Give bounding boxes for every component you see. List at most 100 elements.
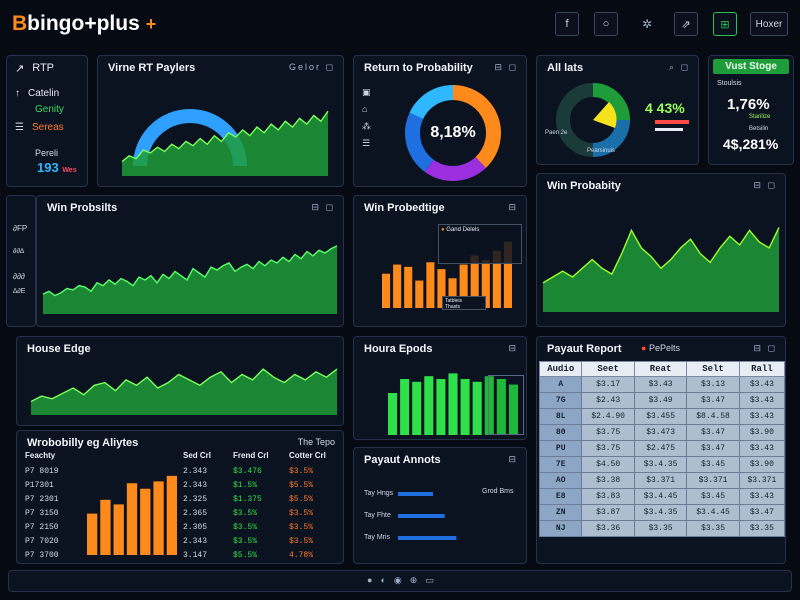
panel-actions[interactable]: Gelor ◻	[289, 62, 335, 72]
column-header[interactable]: Selt	[686, 361, 740, 377]
facebook-icon: f	[565, 18, 569, 30]
table-cell: $3.371	[633, 472, 688, 489]
hoxer-label: Hoxer	[755, 18, 783, 30]
table-row[interactable]: AO $3.38 $3.371 $3.371 $3.371	[538, 472, 785, 489]
pie-slice	[453, 85, 501, 168]
panel-actions[interactable]: ⊟	[508, 202, 518, 212]
axis-label: ∂∂∆	[13, 248, 25, 255]
report-tag[interactable]: ● PePelts	[641, 343, 680, 353]
arrow-icon: ↗	[15, 63, 25, 75]
hoxer-button[interactable]: Hoxer	[750, 12, 788, 36]
bar	[460, 379, 470, 435]
series-line	[42, 245, 338, 297]
table-cell: 2.343	[183, 481, 208, 490]
footer-bar: ● ◐ ◉ ⊕ ▭	[8, 570, 792, 592]
sidebar-item-sereas[interactable]: ☰ Sereas	[15, 122, 64, 133]
table-row[interactable]: 8L $2.4.90 $3.455 $8.4.58 $3.43	[538, 408, 785, 425]
win-prob-1-chart	[42, 245, 338, 314]
panel-actions[interactable]: ⊟ ◻	[753, 180, 777, 190]
cluster-icon[interactable]: ⁂	[362, 121, 371, 131]
circle-button[interactable]: ○	[594, 12, 618, 36]
column-header[interactable]: Sed Crl	[183, 451, 212, 460]
area-fill	[122, 111, 328, 176]
sidebar-item-label: RTP	[32, 62, 55, 74]
grid-button[interactable]: ⊞	[713, 12, 737, 36]
bar	[424, 376, 434, 435]
panel-tag[interactable]: The Tepo	[297, 437, 335, 447]
bar	[398, 514, 445, 518]
panel-actions[interactable]: ⊟	[508, 454, 518, 464]
column-header[interactable]: Reat	[633, 361, 688, 377]
table-row[interactable]: E8 $3.83 $3.4.45 $3.45 $3.43	[538, 488, 785, 505]
panel-all-lats: All lats ⌕ ◻ Paen 2e Pearsinuis 4 43%	[536, 55, 699, 165]
table-cell: 2.343	[183, 537, 208, 546]
panel-house-edge: House Edge	[16, 336, 344, 426]
list-icon[interactable]: ☰	[362, 138, 371, 148]
share-button[interactable]: ⇗	[674, 12, 698, 36]
footer-control-icon[interactable]: ⊕	[409, 575, 418, 585]
table-row[interactable]: 80 $3.75 $3.473 $3.47 $3.90	[538, 424, 785, 441]
table-row[interactable]: PU $3.75 $2.475 $3.47 $3.43	[538, 440, 785, 457]
bar	[400, 379, 410, 435]
sidebar-item-genity[interactable]: Genity	[35, 104, 64, 115]
column-header[interactable]: Cotter Crl	[289, 451, 326, 460]
table-cell: $3.87	[581, 504, 635, 521]
column-header[interactable]: Rall	[738, 361, 785, 377]
panel-actions[interactable]: ⊟ ◻	[494, 62, 518, 72]
table-cell: $3.5%	[233, 523, 258, 532]
table-row[interactable]: A $3.17 $3.43 $3.13 $3.43	[538, 376, 785, 393]
table-cell: PU	[538, 440, 583, 457]
panel-title-badge[interactable]: Vust Stoge	[713, 59, 789, 74]
spinner-button[interactable]: ✲	[635, 12, 659, 36]
facebook-button[interactable]: f	[555, 12, 579, 36]
panel-actions[interactable]: ⊟ ◻	[311, 202, 335, 212]
mini-label-1: Paen 2e	[545, 130, 568, 136]
table-cell: 2.325	[183, 495, 208, 504]
panel-actions[interactable]: ⊟ ◻	[753, 343, 777, 353]
table-cell: $1.375	[233, 495, 262, 504]
table-row[interactable]: NJ $3.36 $3.35 $3.35 $3.35	[538, 520, 785, 537]
sidebar-item-pereli[interactable]: Pereli	[35, 148, 58, 158]
table-cell: $5.5%	[233, 551, 258, 560]
panel-title: Virne RT Paylers	[108, 62, 196, 74]
sidebar-item-catelin[interactable]: ↑ Catelin	[15, 88, 59, 99]
table-row[interactable]: 7E $4.50 $3.4.35 $3.45 $3.90	[538, 456, 785, 473]
table-cell: P7 8019	[25, 467, 59, 476]
footer-control-icon[interactable]: ▭	[425, 575, 434, 585]
mini-label-2: Pearsinuis	[587, 148, 616, 154]
bar	[503, 241, 512, 308]
table-cell: $3.35	[738, 520, 785, 537]
column-header[interactable]: Audio	[538, 361, 583, 377]
tool-icon[interactable]: ▣	[362, 87, 371, 97]
table-row[interactable]: ZN $3.87 $3.4.35 $3.4.45 $3.47	[538, 504, 785, 521]
panel-actions[interactable]: ⊟	[508, 343, 518, 353]
column-header[interactable]: Seet	[581, 361, 635, 377]
series-line	[30, 368, 338, 403]
panel-title: Win Probsilts	[47, 202, 118, 214]
table-cell: $3.75	[581, 440, 635, 457]
logo[interactable]: B bingo+plus +	[12, 12, 156, 36]
table-cell: 3.147	[183, 551, 208, 560]
panel-actions[interactable]: ⌕ ◻	[668, 62, 690, 72]
panel-title: Win Probabity	[547, 180, 621, 192]
sidebar-item-label: Catelin	[28, 88, 60, 99]
footer-control-icon[interactable]: ●	[367, 575, 373, 585]
panel-win-prob-2: Win Probabity ⊟ ◻	[536, 173, 786, 327]
analytics-chart	[87, 475, 177, 555]
column-header[interactable]: Feachty	[25, 451, 56, 460]
win-prob-2-chart	[542, 227, 780, 312]
sidebar-item-rtp[interactable]: ↗ RTP	[15, 62, 54, 75]
table-cell: $3.47	[686, 424, 740, 441]
home-icon[interactable]: ⌂	[362, 104, 368, 114]
column-header[interactable]: Frend Crl	[233, 451, 269, 460]
panel-win-prob-1: Win Probsilts ⊟ ◻	[36, 195, 344, 327]
footer-control-icon[interactable]: ◐	[380, 575, 386, 585]
table-row[interactable]: 7G $2.43 $3.49 $3.47 $3.43	[538, 392, 785, 409]
footer-control-icon[interactable]: ◉	[393, 575, 402, 585]
sidebar: ↗ RTP ↑ Catelin Genity ☰ Sereas Pereli 1…	[6, 55, 88, 187]
label-3: Betsilin	[749, 126, 769, 132]
table-cell: $3.4.45	[633, 488, 688, 505]
panel-vust: Vust Stoge Stoulsis 1,76% Starilize Bets…	[708, 55, 794, 165]
up-arrow-icon: ↑	[15, 88, 20, 99]
table-cell: $3.5%	[233, 537, 258, 546]
